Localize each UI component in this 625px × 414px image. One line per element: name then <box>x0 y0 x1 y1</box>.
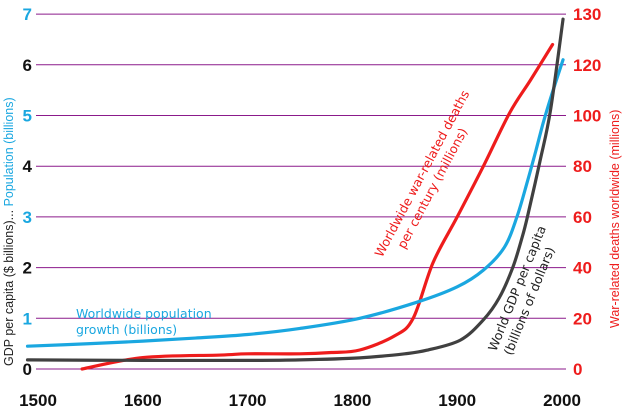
x-tick-label: 2000 <box>543 391 581 410</box>
right-tick-label: 0 <box>573 360 582 379</box>
left-tick-label: 2 <box>23 259 32 278</box>
annotation-population: Worldwide population growth (billions) <box>76 306 216 337</box>
left-axis-label-gdp: GDP per capita ($ billions)... <box>2 210 16 366</box>
gridlines <box>36 13 566 370</box>
left-axis-label: GDP per capita ($ billions)... Populatio… <box>2 97 16 366</box>
left-tick-label: 6 <box>23 56 32 75</box>
annotation-war-line: Worldwide war-related deaths <box>371 88 472 260</box>
x-tick-label: 1800 <box>333 391 371 410</box>
annotation-gdp: World GDP per capita (billions of dollar… <box>485 220 565 359</box>
series-line-gdp <box>25 17 565 363</box>
left-tick-label: 5 <box>23 107 32 126</box>
right-tick-label: 60 <box>573 208 592 227</box>
x-tick-label: 1600 <box>124 391 162 410</box>
right-axis-ticks: 0 20 40 60 80 100 120 130 <box>573 5 601 379</box>
left-tick-label: 4 <box>23 157 33 176</box>
series-line-population <box>25 58 565 348</box>
annotation-population-line: growth (billions) <box>76 322 177 337</box>
right-axis-label: War-related deaths worldwide (millions) <box>608 110 622 328</box>
series-line-war-deaths <box>80 42 555 371</box>
annotation-war: Worldwide war-related deaths per century… <box>371 84 488 267</box>
right-tick-label: 100 <box>573 107 601 126</box>
right-tick-label: 130 <box>573 5 601 24</box>
left-axis-ticks: 0 1 2 3 4 5 6 7 <box>23 5 33 379</box>
right-tick-label: 40 <box>573 259 592 278</box>
left-tick-label: 1 <box>23 309 32 328</box>
x-tick-label: 1700 <box>229 391 267 410</box>
x-tick-label: 1900 <box>438 391 476 410</box>
left-tick-label: 0 <box>23 360 32 379</box>
right-tick-label: 80 <box>573 157 592 176</box>
x-axis-ticks: 1500 1600 1700 1800 1900 2000 <box>19 391 581 410</box>
right-tick-label: 120 <box>573 56 601 75</box>
annotation-population-line: Worldwide population <box>76 306 212 321</box>
x-tick-label: 1500 <box>19 391 57 410</box>
left-tick-label: 3 <box>23 208 32 227</box>
right-tick-label: 20 <box>573 309 592 328</box>
series-lines <box>25 17 565 371</box>
left-axis-label-population: Population (billions) <box>2 97 16 210</box>
left-tick-label: 7 <box>23 5 32 24</box>
